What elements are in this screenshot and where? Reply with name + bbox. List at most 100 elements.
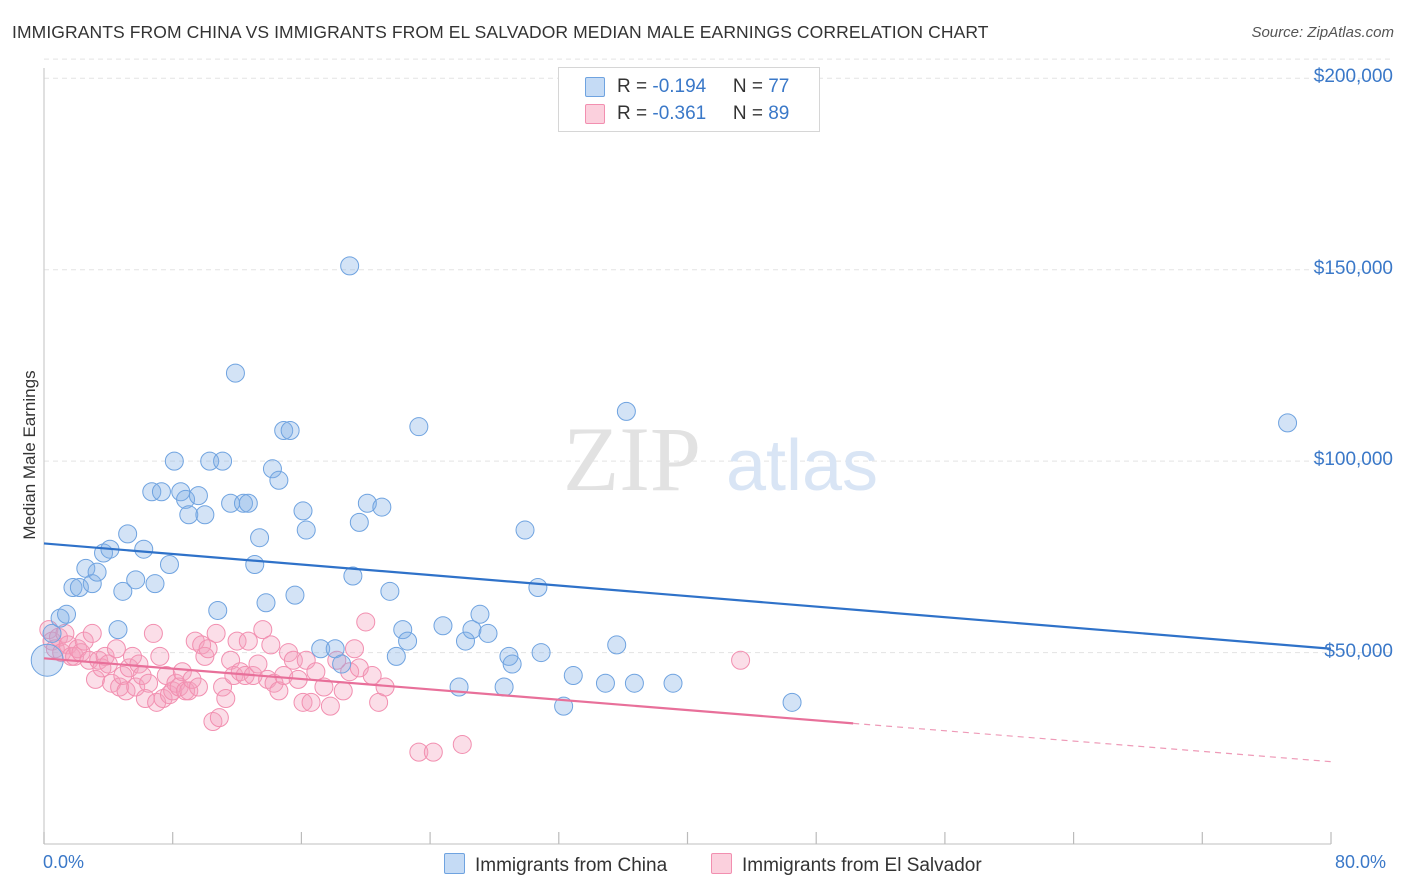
salvador-point [356,612,376,632]
china-point [470,604,490,624]
y-tick-label: $200,000 [1313,66,1393,88]
china-point [607,635,627,655]
bottom-legend-salvador: Immigrants from El Salvador [711,853,982,877]
bottom-legend-salvador-label: Immigrants from El Salvador [742,855,982,876]
china-trend-line [43,542,1332,650]
china-point [250,528,270,548]
salvador-point [82,623,102,643]
legend-r-value: -0.194 [652,76,707,97]
salvador-point [209,708,229,728]
china-points [30,256,1298,716]
salvador-point [293,692,313,712]
legend-r-value: -0.361 [652,103,707,124]
china-point [57,604,77,624]
china-point [595,673,615,693]
salvador-point [261,635,281,655]
legend-swatch-salvador [585,104,605,124]
salvador-point [172,662,192,682]
salvador-point [452,734,472,754]
salvador-point [301,692,321,712]
salvador-point [188,677,208,697]
salvador-point [731,650,751,670]
salvador-point [198,639,218,659]
china-point [233,493,253,513]
china-point [113,581,133,601]
salvador-point [340,662,360,682]
china-point [372,497,392,517]
china-point [455,631,475,651]
bottom-swatch-salvador [711,853,732,874]
china-point [225,363,245,383]
china-point [528,577,548,597]
china-point [274,421,294,441]
china-point [179,505,199,525]
china-point [478,623,498,643]
china-point [311,639,331,659]
bottom-swatch-china [444,853,465,874]
china-point [502,654,522,674]
china-point [409,417,429,437]
salvador-point [216,689,236,709]
china-point [1278,413,1298,433]
salvador-point [113,666,133,686]
china-point [563,666,583,686]
china-point [380,581,400,601]
china-point [293,501,313,521]
legend-n-label: N = [732,76,769,97]
bottom-legend-china-label: Immigrants from China [475,855,668,876]
trend-lines [43,542,1332,763]
china-point [126,570,146,590]
china-point [433,616,453,636]
legend-n-label: N = [732,103,769,124]
salvador-point [116,681,136,701]
china-point [142,482,162,502]
salvador-point [333,681,353,701]
china-point [393,620,413,640]
y-tick-label: $100,000 [1313,449,1393,471]
china-point [462,620,482,640]
china-point [386,646,406,666]
salvador-point [106,639,126,659]
china-point [398,631,418,651]
y-tick-label: $150,000 [1313,257,1393,279]
legend-swatch-china [585,77,605,97]
china-point [42,623,62,643]
salvador-point [95,646,115,666]
salvador-point [238,631,258,651]
china-point [164,451,184,471]
salvador-point [227,631,247,651]
salvador-point [423,742,443,762]
china-point [256,593,276,613]
salvador-point [269,681,289,701]
legend-r-label: R = [617,76,653,97]
salvador-point [314,677,334,697]
legend-n-value: 77 [768,76,790,97]
china-point [245,555,265,575]
salvador-point [320,696,340,716]
china-point [118,524,138,544]
salvador-point [344,639,364,659]
china-point [285,585,305,605]
salvador-point [283,650,303,670]
china-point [332,654,352,674]
china-point [349,512,369,532]
correlation-legend: R = -0.194 N = 77 R = -0.361 N = 89 [558,67,820,132]
china-point [134,539,154,559]
china-point [108,620,128,640]
salvador-point [274,666,294,686]
y-tick-label: $50,000 [1324,640,1393,662]
china-point [494,677,514,697]
x-tick-max: 80.0% [1335,852,1387,872]
salvador-point [143,623,163,643]
china-point [663,673,683,693]
chart-title: IMMIGRANTS FROM CHINA VS IMMIGRANTS FROM… [12,22,989,42]
china-point [213,451,233,471]
bottom-legend-china: Immigrants from China [444,853,667,877]
china-point [296,520,316,540]
watermark-zip: ZIP [563,408,701,510]
salvador-trend-line [43,657,854,725]
china-point [208,600,228,620]
salvador-point [55,623,75,643]
salvador-point [39,620,59,640]
china-point [624,673,644,693]
